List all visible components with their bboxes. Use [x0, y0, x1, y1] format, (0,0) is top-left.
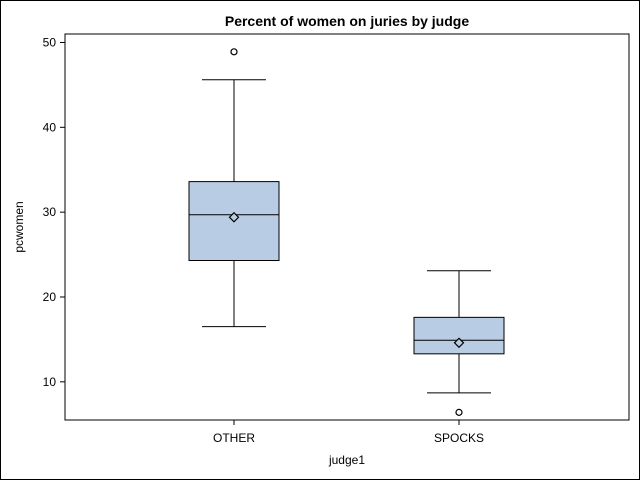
y-axis: 10 20 30 40 50	[43, 35, 65, 389]
box-group-spocks	[413, 270, 505, 416]
mean-marker	[228, 211, 240, 223]
outlier-point	[455, 408, 463, 416]
x-axis-label: judge1	[328, 453, 365, 467]
y-tick-label: 20	[43, 290, 57, 304]
x-tick-label: SPOCKS	[434, 431, 484, 445]
y-tick-label: 30	[43, 205, 57, 219]
iqr-box	[413, 316, 505, 355]
chart-title: Percent of women on juries by judge	[225, 13, 469, 29]
y-tick-label: 50	[43, 35, 57, 49]
x-axis: OTHER SPOCKS	[213, 420, 484, 445]
y-axis-label: pcwomen	[12, 201, 26, 252]
y-tick-label: 40	[43, 120, 57, 134]
plot-area	[64, 33, 630, 421]
outlier-point	[230, 48, 238, 56]
mean-marker	[453, 337, 465, 349]
box-group-other	[188, 48, 280, 328]
x-tick-label: OTHER	[213, 431, 255, 445]
y-tick-label: 10	[43, 375, 57, 389]
box-series	[188, 48, 505, 416]
